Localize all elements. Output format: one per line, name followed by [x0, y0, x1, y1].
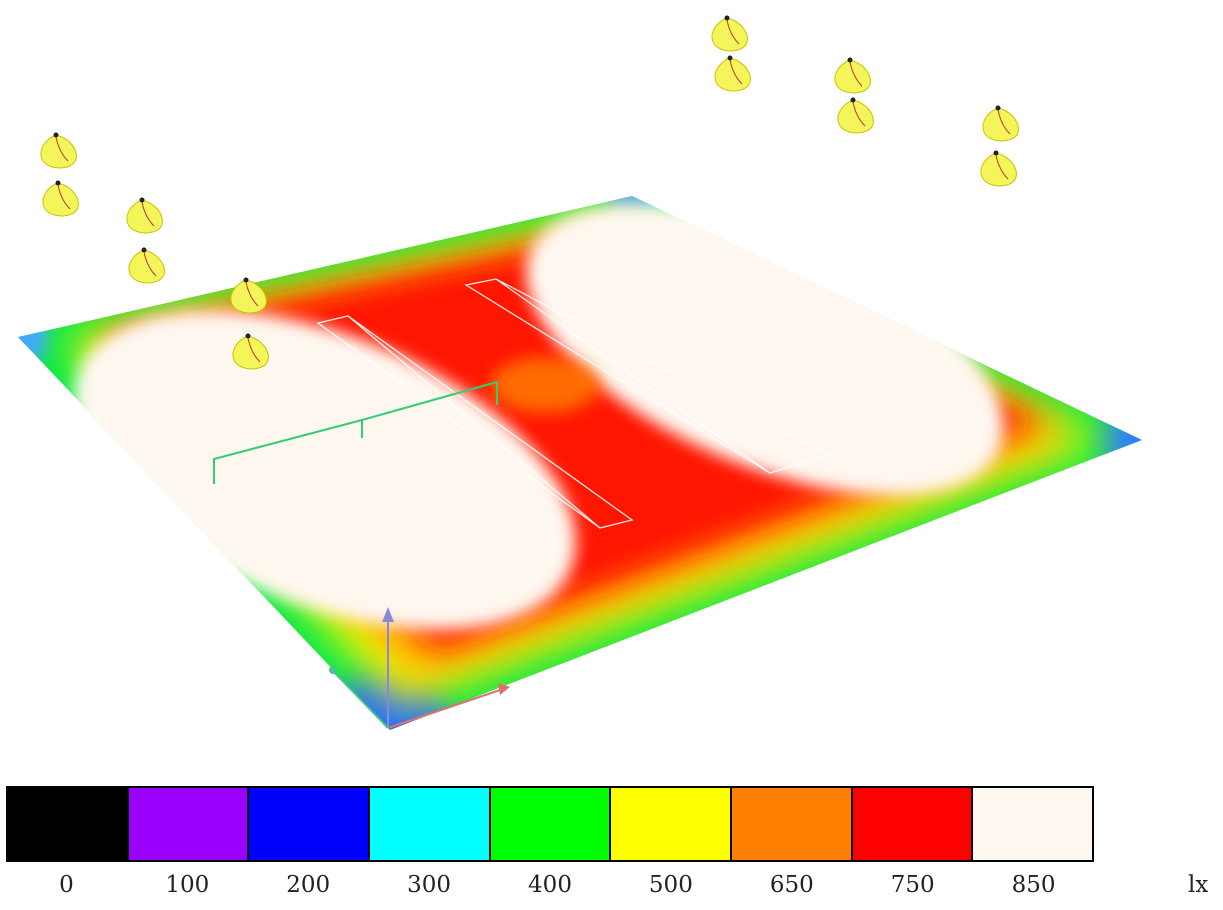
legend-swatch-100	[128, 788, 250, 860]
legend-swatch-0	[8, 788, 129, 860]
illuminance-3d-view	[18, 15, 1142, 730]
illuminance-plane	[18, 196, 1142, 730]
x-axis-arrow	[498, 683, 510, 695]
legend-swatch-750	[852, 788, 974, 860]
legend-label-0: 0	[59, 872, 74, 898]
illuminance-legend	[6, 786, 1094, 862]
legend-label-300: 300	[407, 872, 452, 898]
luminaire-icon	[982, 105, 1019, 142]
measurement-bracket	[213, 381, 498, 484]
legend-swatch-500	[611, 788, 733, 860]
legend-label-850: 850	[1011, 872, 1056, 898]
luminaire-icon	[128, 247, 165, 284]
legend-label-200: 200	[286, 872, 331, 898]
luminaire-icon	[714, 55, 751, 92]
legend-swatch-850	[973, 788, 1093, 860]
legend-unit: lx	[1188, 872, 1209, 898]
luminaires	[40, 15, 1019, 370]
legend-label-400: 400	[528, 872, 572, 898]
legend-labels: 0 100 200 300 400 500 650 750 850	[0, 872, 1223, 902]
y-axis-arrow	[329, 666, 337, 674]
axis-gizmo	[329, 607, 510, 729]
legend-label-100: 100	[165, 872, 210, 898]
luminaire-icon	[837, 97, 874, 134]
luminaire-icon	[230, 277, 267, 314]
legend-label-500: 500	[648, 872, 693, 898]
luminaire-icon	[40, 132, 77, 169]
legend-label-650: 650	[769, 872, 814, 898]
luminaire-icon	[42, 180, 79, 217]
legend-swatch-200	[249, 788, 371, 860]
legend-swatch-650	[732, 788, 853, 860]
luminaire-icon	[980, 150, 1017, 187]
field-outline	[316, 278, 832, 529]
luminaire-icon	[711, 15, 748, 52]
z-axis-arrow	[382, 607, 394, 622]
luminaire-icon	[126, 197, 163, 234]
luminaire-icon	[834, 57, 871, 94]
legend-swatch-300	[370, 788, 491, 860]
luminaire-icon	[232, 333, 269, 370]
legend-label-750: 750	[890, 872, 935, 898]
legend-swatch-400	[490, 788, 612, 860]
